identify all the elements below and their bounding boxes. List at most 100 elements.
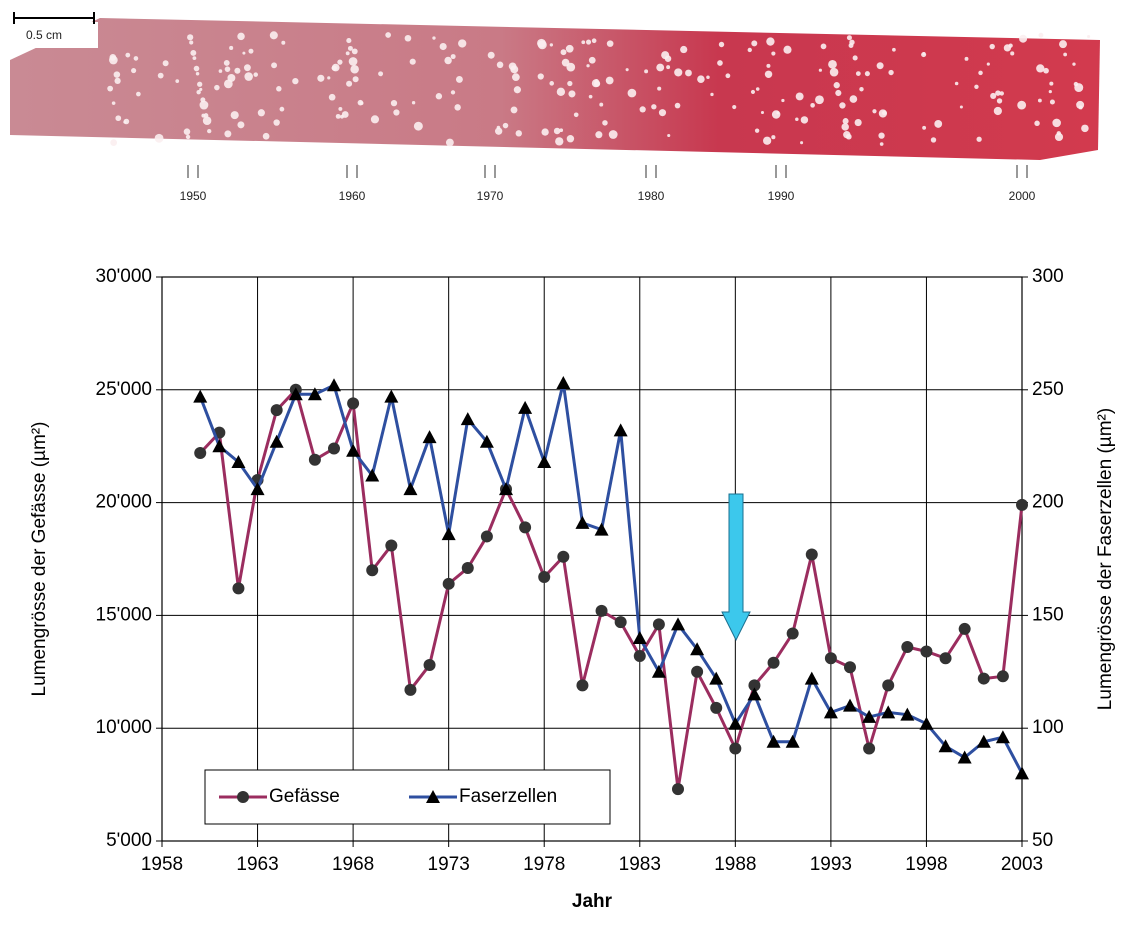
vessel-dot xyxy=(337,59,343,65)
vessel-dot xyxy=(390,100,398,107)
marker xyxy=(231,454,246,468)
vessel-dot xyxy=(378,71,384,77)
vessel-dot xyxy=(317,74,325,82)
vessel-dot xyxy=(328,93,336,101)
vessel-dot xyxy=(193,65,200,72)
vessel-dot xyxy=(351,48,358,55)
vessel-dot xyxy=(717,60,723,66)
vessel-dot xyxy=(242,51,246,55)
marker xyxy=(671,617,685,631)
vessel-dot xyxy=(1003,44,1012,52)
marker xyxy=(537,454,552,468)
x-tick-label: 1993 xyxy=(810,854,852,875)
marker xyxy=(307,387,322,401)
vessel-dot xyxy=(1063,52,1068,57)
vessel-dot xyxy=(276,86,282,92)
legend-marker xyxy=(426,790,440,803)
marker xyxy=(996,670,1009,683)
vessel-dot xyxy=(878,109,888,118)
vessel-dot xyxy=(661,51,670,60)
y-axis-title: Lumengrösse der Gefässe (µm²) xyxy=(29,422,50,697)
vessel-dot xyxy=(192,56,197,61)
vessel-dot xyxy=(370,115,380,124)
vessel-dot xyxy=(595,131,603,139)
vessel-dot xyxy=(553,127,561,135)
vessel-dot xyxy=(573,112,579,118)
vessel-dot xyxy=(657,86,662,91)
vessel-dot xyxy=(581,40,586,45)
vessel-dot xyxy=(214,84,220,91)
x-axis-title: Jahr xyxy=(572,891,613,912)
marker xyxy=(786,627,799,640)
vessel-dot xyxy=(411,101,416,105)
y-tick-label: 30'000 xyxy=(96,266,152,287)
plot-frame xyxy=(161,276,1023,842)
marker xyxy=(939,652,952,665)
vessel-dot xyxy=(157,72,164,79)
vessel-dot xyxy=(190,49,197,56)
vessel-dot xyxy=(651,104,657,110)
vessel-dot xyxy=(1049,81,1054,86)
marker xyxy=(212,439,227,453)
marker xyxy=(748,679,761,692)
vessel-dot xyxy=(515,130,522,137)
vessel-dot xyxy=(202,116,212,125)
vessel-dot xyxy=(674,68,683,77)
vessel-dot xyxy=(450,90,456,95)
vessel-dot xyxy=(327,76,331,80)
marker xyxy=(1015,766,1029,780)
vessel-dot xyxy=(855,71,861,76)
vessel-dot xyxy=(755,87,760,91)
vessel-dot xyxy=(444,56,452,65)
legend-marker xyxy=(237,791,249,803)
vessel-dot xyxy=(110,139,118,146)
vessel-dot xyxy=(751,40,758,47)
vessel-dot xyxy=(1043,67,1049,74)
vessel-dot xyxy=(393,109,400,116)
marker xyxy=(690,642,705,656)
marker xyxy=(614,616,627,629)
marker xyxy=(346,443,361,457)
vessel-dot xyxy=(859,87,864,92)
vessel-dot xyxy=(502,122,509,129)
marker xyxy=(232,582,245,595)
vessel-dot xyxy=(1052,118,1061,128)
marker xyxy=(976,734,991,748)
y2-tick-label: 200 xyxy=(1032,492,1064,513)
vessel-dot xyxy=(666,65,671,70)
vessel-dot xyxy=(224,66,231,72)
marker xyxy=(900,707,915,721)
vessel-dot xyxy=(718,41,725,48)
marker xyxy=(194,446,207,459)
vessel-dot xyxy=(810,103,815,108)
arrow-annotation xyxy=(721,493,751,642)
y2-tick-label: 100 xyxy=(1032,717,1064,738)
vessel-dot xyxy=(593,80,601,87)
marker xyxy=(710,701,723,714)
vessel-dot xyxy=(841,123,849,131)
marker xyxy=(919,716,934,730)
vessel-dot xyxy=(1072,62,1076,66)
marker xyxy=(250,482,265,496)
marker xyxy=(958,622,971,635)
vessel-dot xyxy=(133,56,139,61)
vessel-dot xyxy=(109,55,118,65)
marker xyxy=(575,515,590,529)
marker xyxy=(193,389,208,403)
vessel-dot xyxy=(350,65,359,74)
marker xyxy=(538,571,551,584)
vessel-dot xyxy=(766,63,771,68)
vessel-dot xyxy=(993,106,1002,116)
vessel-dot xyxy=(359,101,364,106)
vessel-dot xyxy=(854,118,862,127)
vessel-dot xyxy=(1048,89,1052,94)
legend-box xyxy=(204,769,611,825)
vessel-dot xyxy=(189,40,194,45)
marker xyxy=(862,709,877,723)
vessel-dot xyxy=(1078,105,1083,110)
vessel-dot xyxy=(876,62,884,70)
vessel-dot xyxy=(496,61,504,69)
vessel-dot xyxy=(852,55,858,61)
year-label: 1960 xyxy=(339,189,366,203)
vessel-dot xyxy=(959,105,963,109)
